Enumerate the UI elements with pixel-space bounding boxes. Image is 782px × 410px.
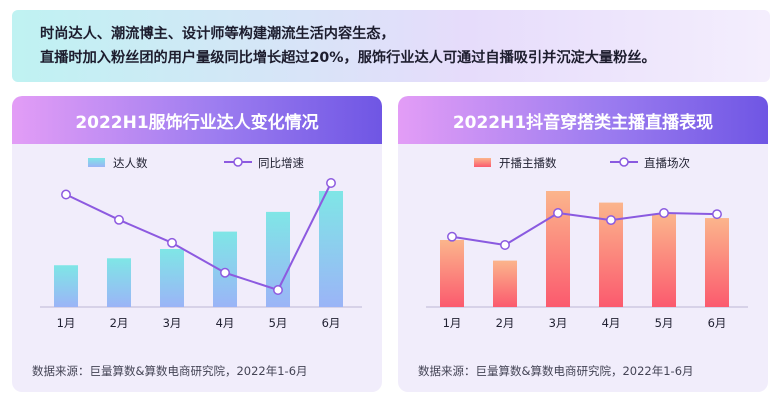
chart-title: 2022H1服饰行业达人变化情况 [12,96,382,144]
x-tick-label: 3月 [163,316,182,330]
legend-label-line: 同比增速 [258,156,304,170]
line-point-3 [553,208,563,218]
line-point-5 [659,208,669,218]
chart-source: 数据来源：巨量算数&算数电商研究院，2022年1-6月 [32,364,308,378]
legend-swatch-bar [88,158,105,167]
x-tick-label: 2月 [110,316,129,330]
bar-6 [705,218,729,307]
line-point-6 [326,178,336,188]
x-tick-label: 4月 [216,316,235,330]
chart-influencers: 达人数 同比增速 1月 2月 3月 4月 5月 6月 [40,156,362,330]
x-tick-label: 6月 [708,316,727,330]
legend-label-line: 直播场次 [644,156,690,170]
line-point-5 [273,285,283,295]
intro-line-2: 直播时加入粉丝团的用户量级同比增长超过20%，服饰行业达人可通过自播吸引并沉淀大… [40,50,656,66]
x-tick-label: 6月 [322,316,341,330]
line-point-4 [606,215,616,226]
bar-1 [440,239,464,307]
line-point-3 [167,237,177,248]
x-tick-label: 3月 [549,316,568,330]
line-point-1 [61,189,71,200]
bar-6 [319,191,343,307]
chart-title: 2022H1抖音穿搭类主播直播表现 [398,96,768,144]
series-line [65,182,332,291]
chart-card-livestream: 2022H1抖音穿搭类主播直播表现 开播主播数 直播场次 1月 2月 3月 4月 5月 6月 … [398,96,768,392]
line-point-6 [712,209,722,220]
x-tick-label: 1月 [57,316,76,330]
chart-source: 数据来源：巨量算数&算数电商研究院，2022年1-6月 [418,364,694,378]
legend-label-bar: 达人数 [113,156,148,170]
legend-label-bar: 开播主播数 [499,156,557,170]
legend-marker-line [233,157,243,167]
bar-2 [107,258,131,307]
bar-5 [652,214,676,307]
bar-2 [493,260,517,307]
chart-livestream: 开播主播数 直播场次 1月 2月 3月 4月 5月 6月 [426,156,748,330]
chart-card-influencers: 2022H1服饰行业达人变化情况 达人数 同比增速 1月 2月 3月 4月 5月 6月 数据来… [12,96,382,392]
intro-banner: 时尚达人、潮流博主、设计师等构建潮流生活内容生态， 直播时加入粉丝团的用户量级同… [12,10,770,82]
x-tick-label: 2月 [496,316,515,330]
x-tick-label: 5月 [269,316,288,330]
bar-1 [54,265,78,307]
legend-swatch-bar [474,158,491,167]
x-tick-label: 1月 [443,316,462,330]
bar-3 [160,249,184,307]
line-point-2 [114,214,124,225]
x-tick-label: 4月 [602,316,621,330]
x-tick-label: 5月 [655,316,674,330]
legend-marker-line [619,157,629,167]
line-point-4 [220,267,230,278]
line-point-2 [500,240,510,250]
series-line [451,212,718,246]
intro-line-1: 时尚达人、潮流博主、设计师等构建潮流生活内容生态， [40,26,395,42]
line-point-1 [447,231,457,242]
